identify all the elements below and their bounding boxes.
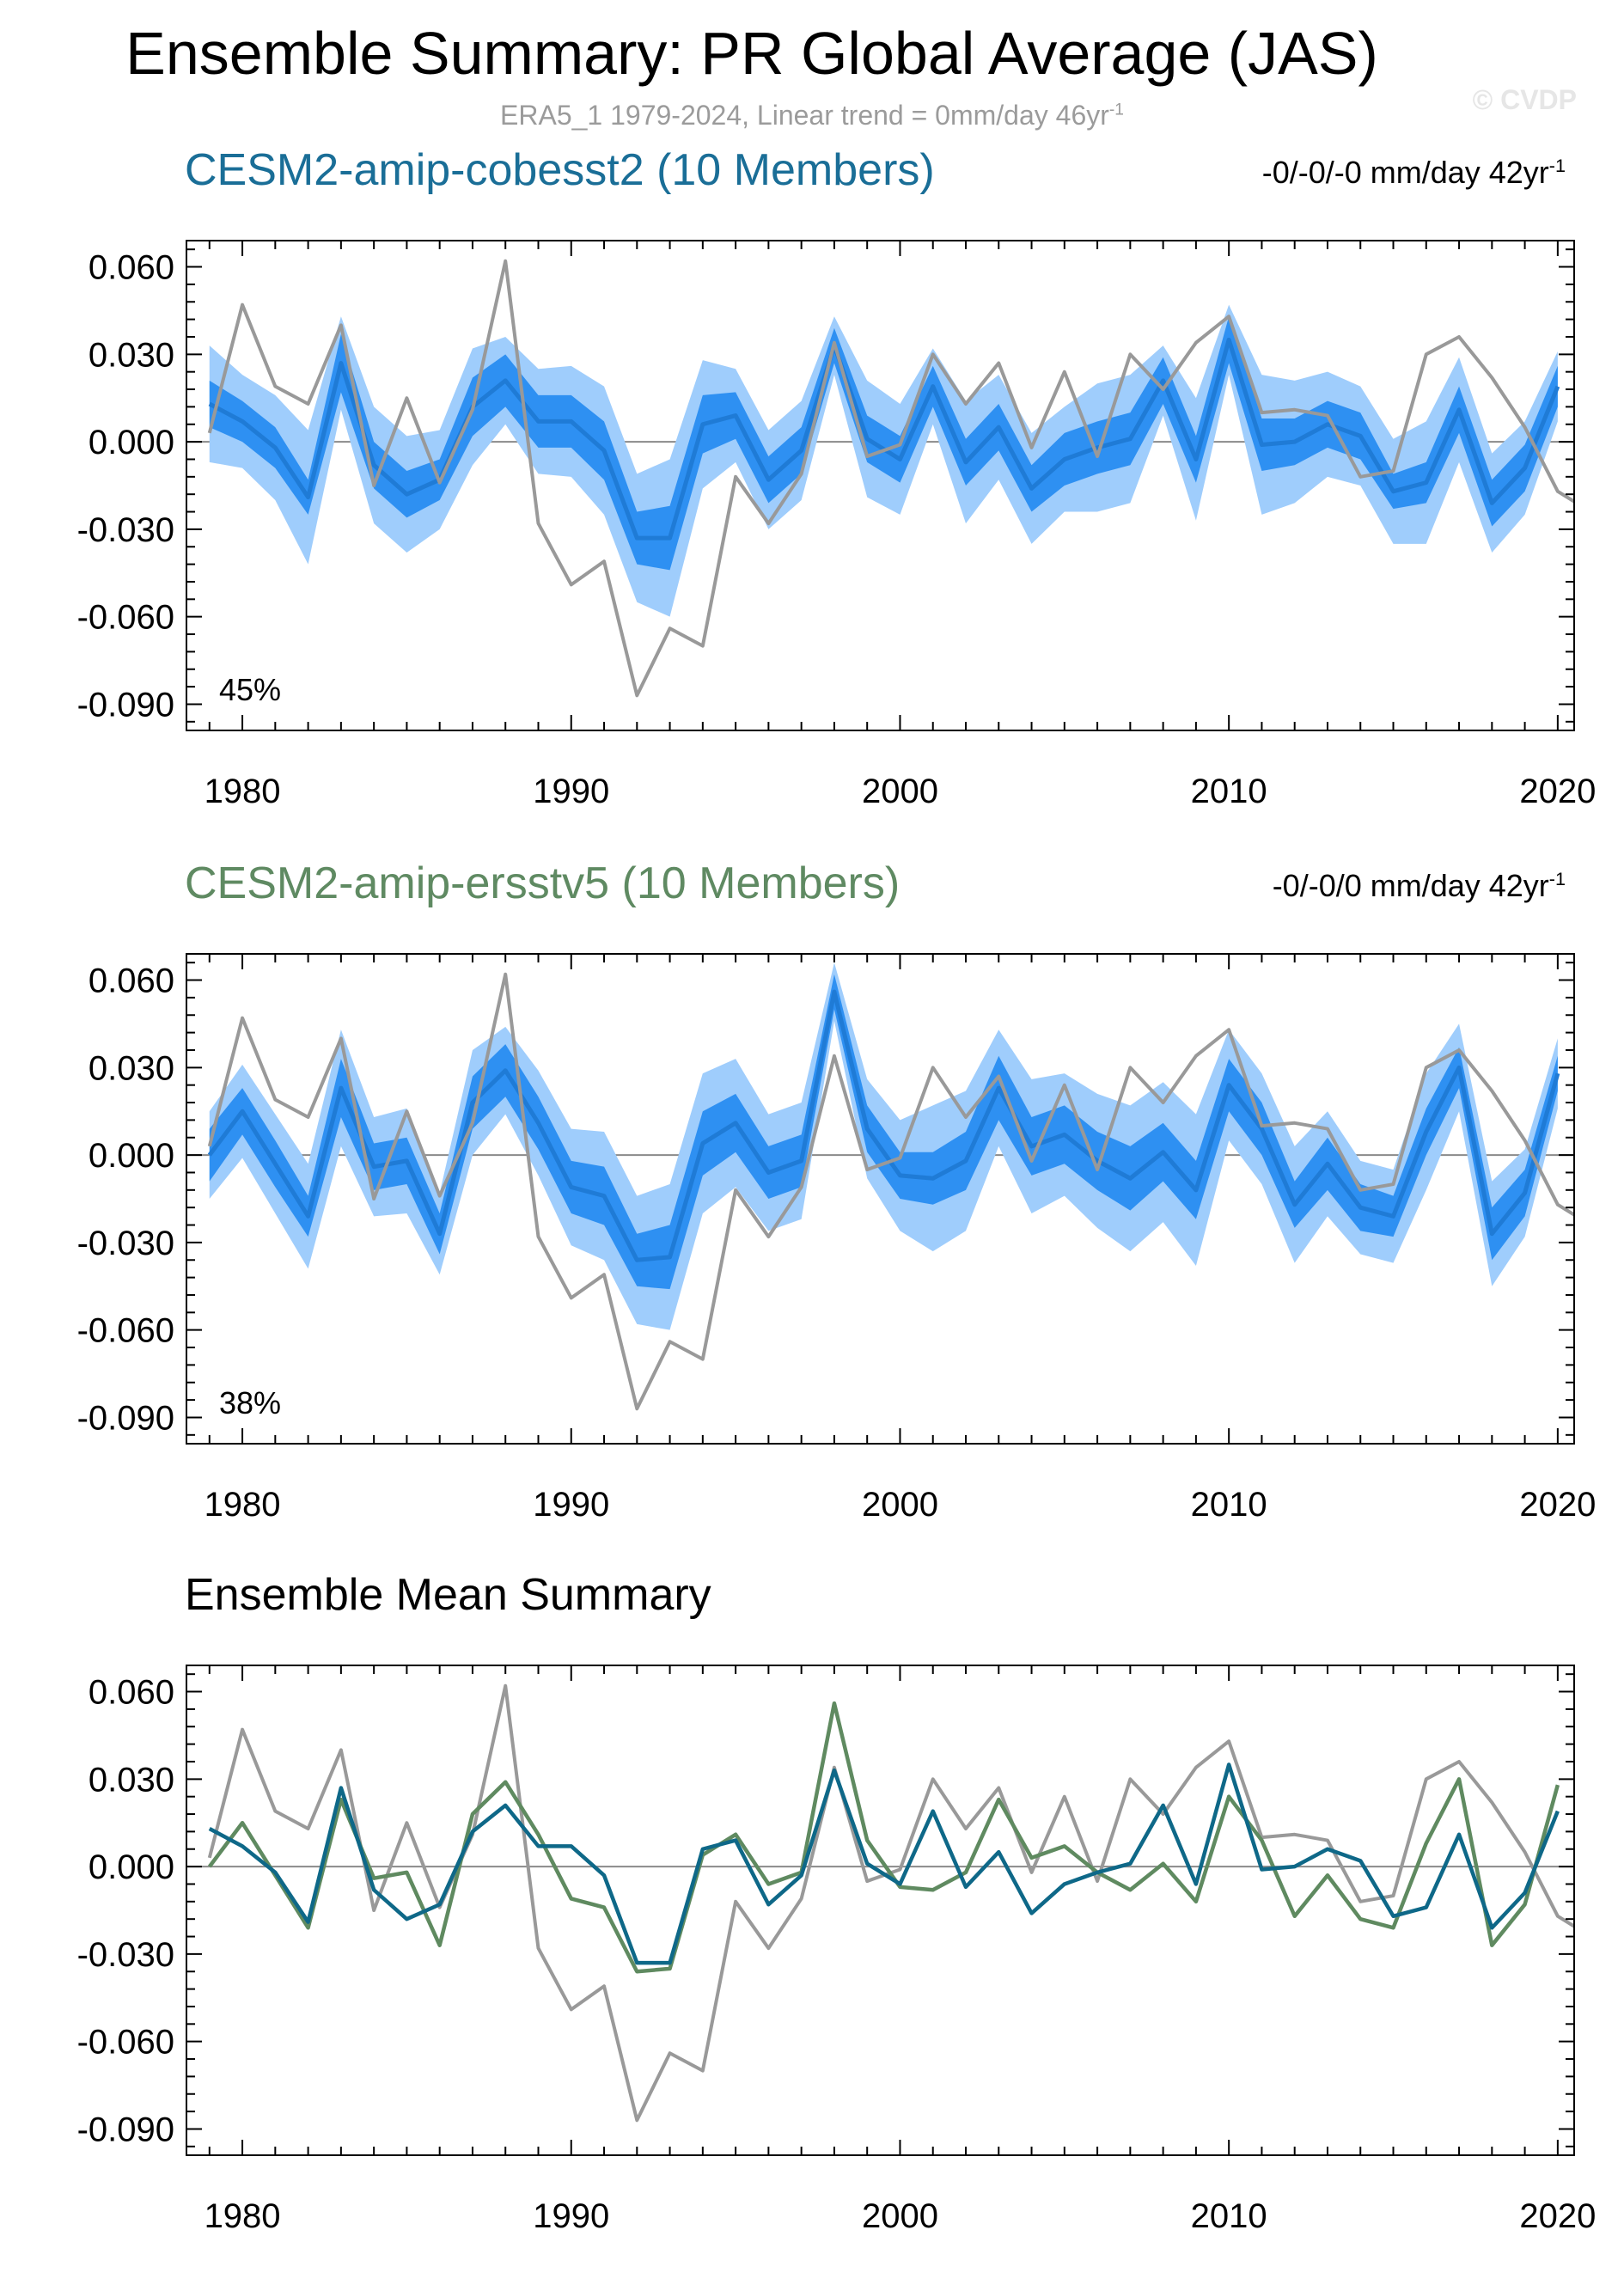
x-tick-label: 1980: [205, 2197, 281, 2235]
plot-frame: [186, 953, 1575, 1445]
subtitle-text: ERA5_1 1979-2024, Linear trend = 0mm/day…: [500, 100, 1109, 131]
y-tick-label: -0.060: [77, 599, 174, 637]
y-tick-label: -0.090: [77, 1399, 174, 1437]
y-tick-label: 0.030: [89, 336, 174, 374]
x-tick-label: 2010: [1191, 1486, 1267, 1524]
panel-2-title: CESM2-amip-ersstv5 (10 Members): [185, 858, 901, 908]
x-tick-label: 1980: [205, 1486, 281, 1524]
x-tick-label: 2000: [862, 1486, 938, 1524]
subtitle-exponent: -1: [1108, 101, 1124, 119]
observations-line: [207, 259, 1574, 698]
main-title: Ensemble Summary: PR Global Average (JAS…: [125, 20, 1378, 87]
y-tick-label: -0.030: [77, 1936, 174, 1974]
chart-ensemble-mean-summary: 0.060 0.030 0.000 -0.030 -0.060 -0.090 1980 199…: [77, 1665, 1596, 2235]
x-tick-label: 2020: [1519, 773, 1596, 810]
plot-area: [186, 962, 1574, 1411]
plot-frame: [186, 1665, 1575, 2156]
ensemble-interquartile-band: [209, 316, 1558, 571]
y-tick-label: -0.030: [77, 511, 174, 549]
panel-1-trend: -0/-0/-0 mm/day 42yr-1: [1262, 155, 1566, 191]
x-tick-label: 1990: [533, 2197, 609, 2235]
y-tick-label: 0.000: [89, 1848, 174, 1886]
plot-area: [186, 1683, 1574, 2123]
y-tick-label: -0.060: [77, 2024, 174, 2062]
panel-1-trend-exponent: -1: [1548, 155, 1566, 176]
x-tick-label: 2000: [862, 2197, 938, 2235]
y-tick-label: -0.090: [77, 686, 174, 724]
y-tick-label: 0.000: [89, 1137, 174, 1175]
pattern-correlation-label: 38%: [219, 1385, 281, 1420]
y-tick-label: 0.000: [89, 424, 174, 461]
panel-1-title: CESM2-amip-cobesst2 (10 Members): [185, 145, 935, 195]
ersstv5-mean-line: [207, 1701, 1560, 1974]
cvdp-credit: © CVDP: [1472, 84, 1577, 115]
chart-ersstv5: 0.060 0.030 0.000 -0.030 -0.060 -0.090 1980 199…: [77, 953, 1596, 1524]
x-tick-label: 2010: [1191, 2197, 1267, 2235]
subtitle: ERA5_1 1979-2024, Linear trend = 0mm/day…: [0, 100, 1624, 131]
panel-2-trend-text: -0/-0/0 mm/day 42yr: [1272, 868, 1549, 903]
x-tick-label: 2010: [1191, 773, 1267, 810]
y-tick-label: 0.060: [89, 1674, 174, 1712]
y-tick-label: 0.060: [89, 249, 174, 287]
x-tick-label: 1990: [533, 773, 609, 810]
panel-2-trend: -0/-0/0 mm/day 42yr-1: [1273, 868, 1566, 904]
x-tick-label: 2020: [1519, 1486, 1596, 1524]
x-tick-label: 1980: [205, 773, 281, 810]
x-tick-label: 2000: [862, 773, 938, 810]
panel-1-trend-text: -0/-0/-0 mm/day 42yr: [1261, 155, 1549, 190]
x-tick-label: 1990: [533, 1486, 609, 1524]
y-tick-label: -0.030: [77, 1225, 174, 1262]
ensemble-interquartile-band: [209, 974, 1558, 1290]
y-tick-label: 0.030: [89, 1761, 174, 1799]
y-tick-label: -0.060: [77, 1312, 174, 1350]
cobesst2-mean-line: [208, 1763, 1560, 1965]
y-tick-label: 0.060: [89, 962, 174, 1000]
y-tick-label: -0.090: [77, 2111, 174, 2148]
observations-line: [207, 1683, 1574, 2123]
plot-area: [186, 259, 1574, 698]
observations-line: [207, 972, 1574, 1411]
chart-cobesst2: 0.060 0.030 0.000 -0.030 -0.060 -0.090 1980 199…: [77, 240, 1596, 810]
pattern-correlation-label: 45%: [219, 672, 281, 707]
ensemble-mean-line: [207, 989, 1560, 1262]
panel-3-title: Ensemble Mean Summary: [185, 1570, 711, 1620]
x-tick-label: 2020: [1519, 2197, 1596, 2235]
plot-frame: [186, 240, 1575, 731]
y-tick-label: 0.030: [89, 1049, 174, 1087]
panel-2-trend-exponent: -1: [1548, 868, 1566, 889]
